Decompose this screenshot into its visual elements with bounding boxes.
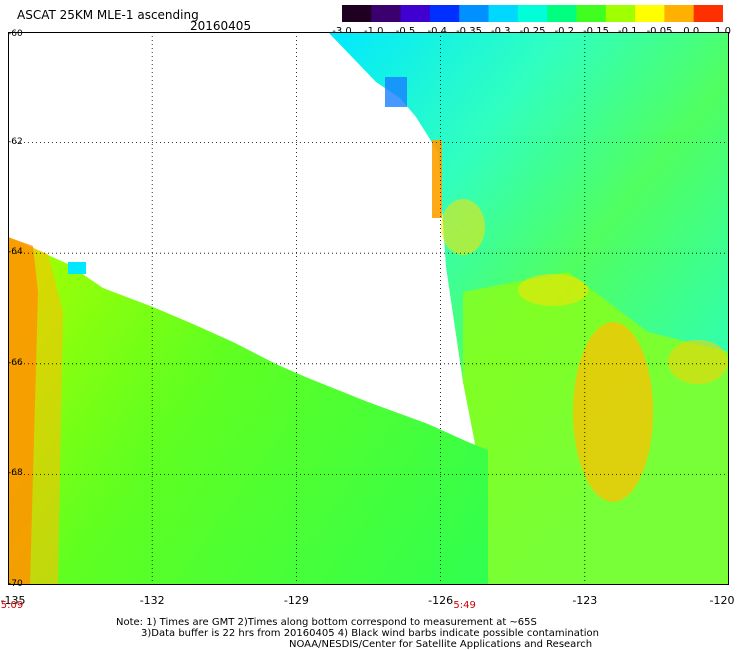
color-scale-label: -0.1 [617, 26, 638, 37]
color-scale-label: -0.5 [395, 26, 416, 37]
swath-east [328, 32, 729, 585]
color-scale-label: -0.35 [456, 26, 482, 37]
longitude-label: -135 [0, 594, 26, 607]
color-scale-label: -0.4 [427, 26, 448, 37]
latitude-label: -60 [8, 29, 23, 39]
pass-time-label: 5:09 [0, 600, 24, 611]
color-scale-swatch [635, 5, 665, 22]
map-plot [8, 32, 729, 585]
color-scale-label: -1.0 [363, 26, 384, 37]
product-title: ASCAT 25KM MLE-1 ascending [17, 8, 199, 22]
color-scale-swatch [371, 5, 402, 22]
latitude-label: -68 [8, 468, 23, 479]
color-scale-swatch [429, 5, 460, 22]
color-scale-swatch [693, 5, 723, 22]
latitude-label: -64 [8, 247, 23, 258]
latitude-label: -62 [8, 136, 23, 147]
longitude-label: -123 [572, 594, 598, 607]
note-line-1: Note: 1) Times are GMT 2)Times along bot… [116, 617, 537, 628]
pass-time-label: 5:49 [453, 600, 476, 611]
color-scale-swatch [664, 5, 695, 22]
color-scale-label: -0.15 [583, 26, 609, 37]
color-scale-label: -0.05 [646, 26, 673, 37]
color-scale-swatch [576, 5, 607, 22]
color-scale-swatch [605, 5, 636, 22]
color-scale-swatch [459, 5, 490, 22]
product-date: 20160405 [190, 19, 252, 33]
color-scale-label: -0.2 [554, 26, 575, 37]
note-line-3: NOAA/NESDIS/Center for Satellite Applica… [289, 639, 593, 650]
lat-lon-grid [8, 32, 729, 585]
longitude-label: -120 [709, 594, 735, 607]
color-scale-label: -0.3 [490, 26, 511, 37]
color-scale-label: -3.0 [332, 26, 352, 37]
color-scale-swatch [488, 5, 519, 22]
color-scale-label: -0.25 [519, 26, 546, 37]
longitude-label: -126 [428, 594, 454, 607]
swath-west [8, 237, 488, 585]
latitude-label: -66 [8, 357, 23, 368]
color-scale-bar [342, 5, 723, 22]
color-scale-label: 1.0 [715, 26, 731, 37]
color-scale-swatch [517, 5, 548, 22]
longitude-label: -129 [283, 594, 309, 607]
color-scale-swatch [342, 5, 372, 22]
plot-frame [8, 32, 729, 585]
note-line-2: 3)Data buffer is 22 hrs from 20160405 4)… [141, 628, 599, 639]
color-scale-label: 0.0 [683, 26, 700, 37]
latitude-label: -70 [8, 579, 23, 589]
color-scale-swatch [400, 5, 431, 22]
longitude-label: -132 [139, 594, 165, 607]
color-scale-swatch [547, 5, 577, 22]
